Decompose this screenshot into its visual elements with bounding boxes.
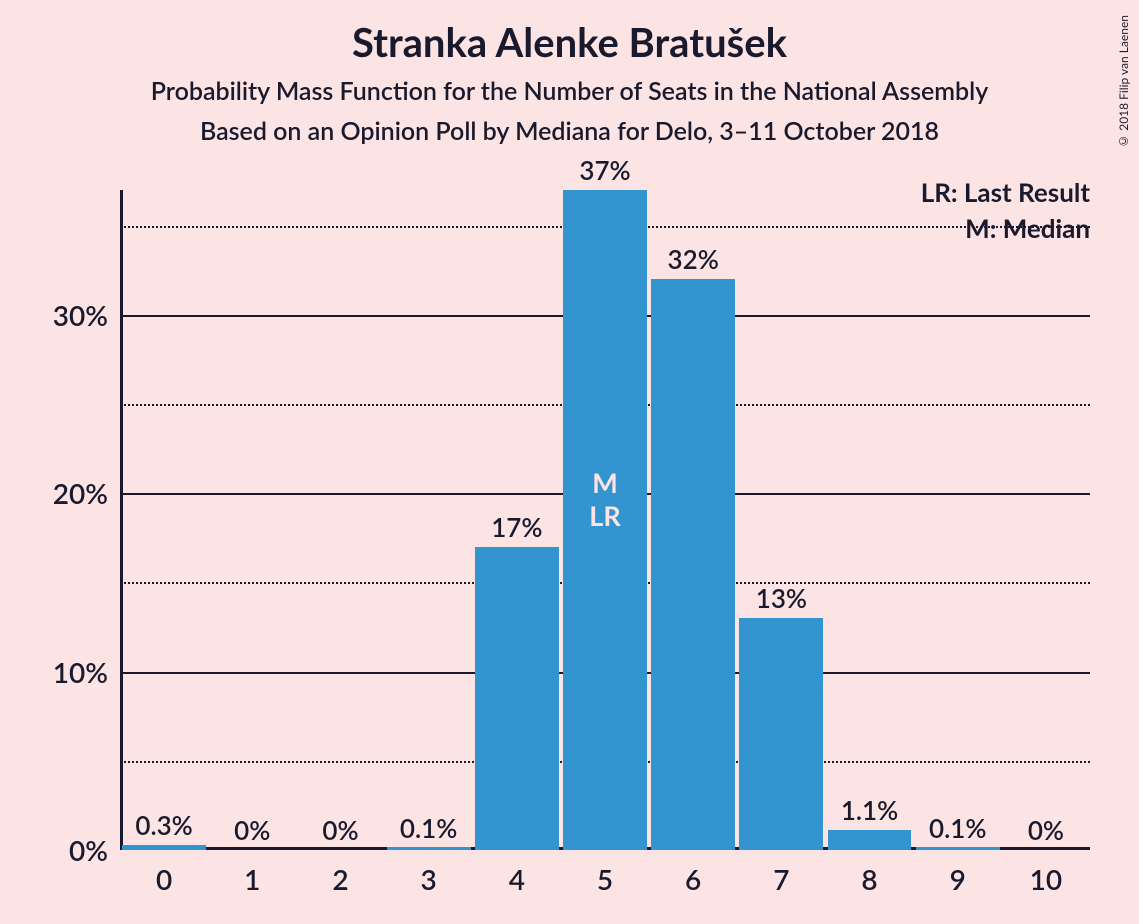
x-tick-label: 7	[773, 850, 789, 896]
bar-annotation-median: MLR	[589, 467, 620, 532]
legend-lr: LR: Last Result	[921, 174, 1090, 210]
x-tick-label: 5	[597, 850, 613, 896]
bar	[739, 618, 823, 850]
x-tick-label: 3	[421, 850, 437, 896]
bar	[651, 279, 735, 850]
y-tick-label: 20%	[53, 476, 120, 510]
y-tick-label: 30%	[53, 298, 120, 332]
x-tick-label: 8	[861, 850, 877, 896]
y-tick-label: 0%	[69, 833, 120, 867]
y-tick-label: 10%	[53, 655, 120, 689]
bar-value-label: 0.1%	[929, 812, 986, 848]
bar-value-label: 13%	[756, 582, 807, 618]
x-tick-label: 2	[332, 850, 348, 896]
bar-value-label: 1.1%	[841, 794, 898, 830]
bar-value-label: 0%	[234, 814, 270, 850]
x-tick-label: 0	[156, 850, 172, 896]
x-tick-label: 10	[1030, 850, 1062, 896]
x-tick-label: 9	[950, 850, 966, 896]
chart-title: Stranka Alenke Bratušek	[0, 0, 1139, 66]
bar-value-label: 0%	[1028, 814, 1064, 850]
bar-value-label: 0%	[322, 814, 358, 850]
chart-subtitle-2: Based on an Opinion Poll by Mediana for …	[0, 106, 1139, 146]
bar-value-label: 17%	[491, 511, 542, 547]
bar-value-label: 32%	[668, 243, 719, 279]
legend-m: M: Median	[921, 210, 1090, 246]
bar	[475, 547, 559, 850]
chart-subtitle-1: Probability Mass Function for the Number…	[0, 66, 1139, 106]
x-tick-label: 1	[244, 850, 260, 896]
copyright-text: © 2018 Filip van Laenen	[1116, 15, 1131, 149]
bar-value-label: 0.1%	[400, 812, 457, 848]
y-axis-line	[120, 190, 123, 850]
plot-area: LR: Last Result M: Median 0%10%20%30%0.3…	[120, 190, 1090, 850]
x-tick-label: 6	[685, 850, 701, 896]
chart-container: Stranka Alenke Bratušek Probability Mass…	[0, 0, 1139, 924]
x-tick-label: 4	[509, 850, 525, 896]
bar-value-label: 0.3%	[135, 809, 192, 845]
bar	[828, 830, 912, 850]
bar-value-label: 37%	[579, 154, 630, 190]
legend: LR: Last Result M: Median	[921, 174, 1090, 247]
